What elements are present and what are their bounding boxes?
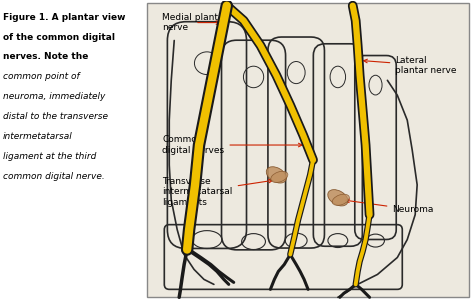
- Text: distal to the transverse: distal to the transverse: [3, 112, 108, 121]
- Text: ligament at the third: ligament at the third: [3, 152, 96, 161]
- Ellipse shape: [271, 171, 288, 182]
- Text: Neuroma: Neuroma: [346, 199, 434, 214]
- Ellipse shape: [328, 190, 348, 206]
- Ellipse shape: [266, 167, 286, 183]
- Text: Common
digital nerves: Common digital nerves: [162, 135, 302, 155]
- Text: Medial plantar
nerve: Medial plantar nerve: [162, 13, 228, 32]
- Ellipse shape: [332, 194, 349, 206]
- Text: Lateral
plantar nerve: Lateral plantar nerve: [364, 56, 457, 75]
- Text: neuroma, immediately: neuroma, immediately: [3, 92, 105, 101]
- FancyBboxPatch shape: [147, 3, 469, 297]
- Text: intermetatarsal: intermetatarsal: [3, 132, 73, 141]
- Text: of the common digital: of the common digital: [3, 32, 115, 41]
- Text: nerves. Note the: nerves. Note the: [3, 52, 88, 62]
- Text: common point of: common point of: [3, 72, 79, 81]
- Text: common digital nerve.: common digital nerve.: [3, 172, 104, 181]
- Text: Figure 1. A plantar view: Figure 1. A plantar view: [3, 13, 125, 22]
- Text: Transverse
intermetatarsal
ligaments: Transverse intermetatarsal ligaments: [162, 177, 273, 207]
